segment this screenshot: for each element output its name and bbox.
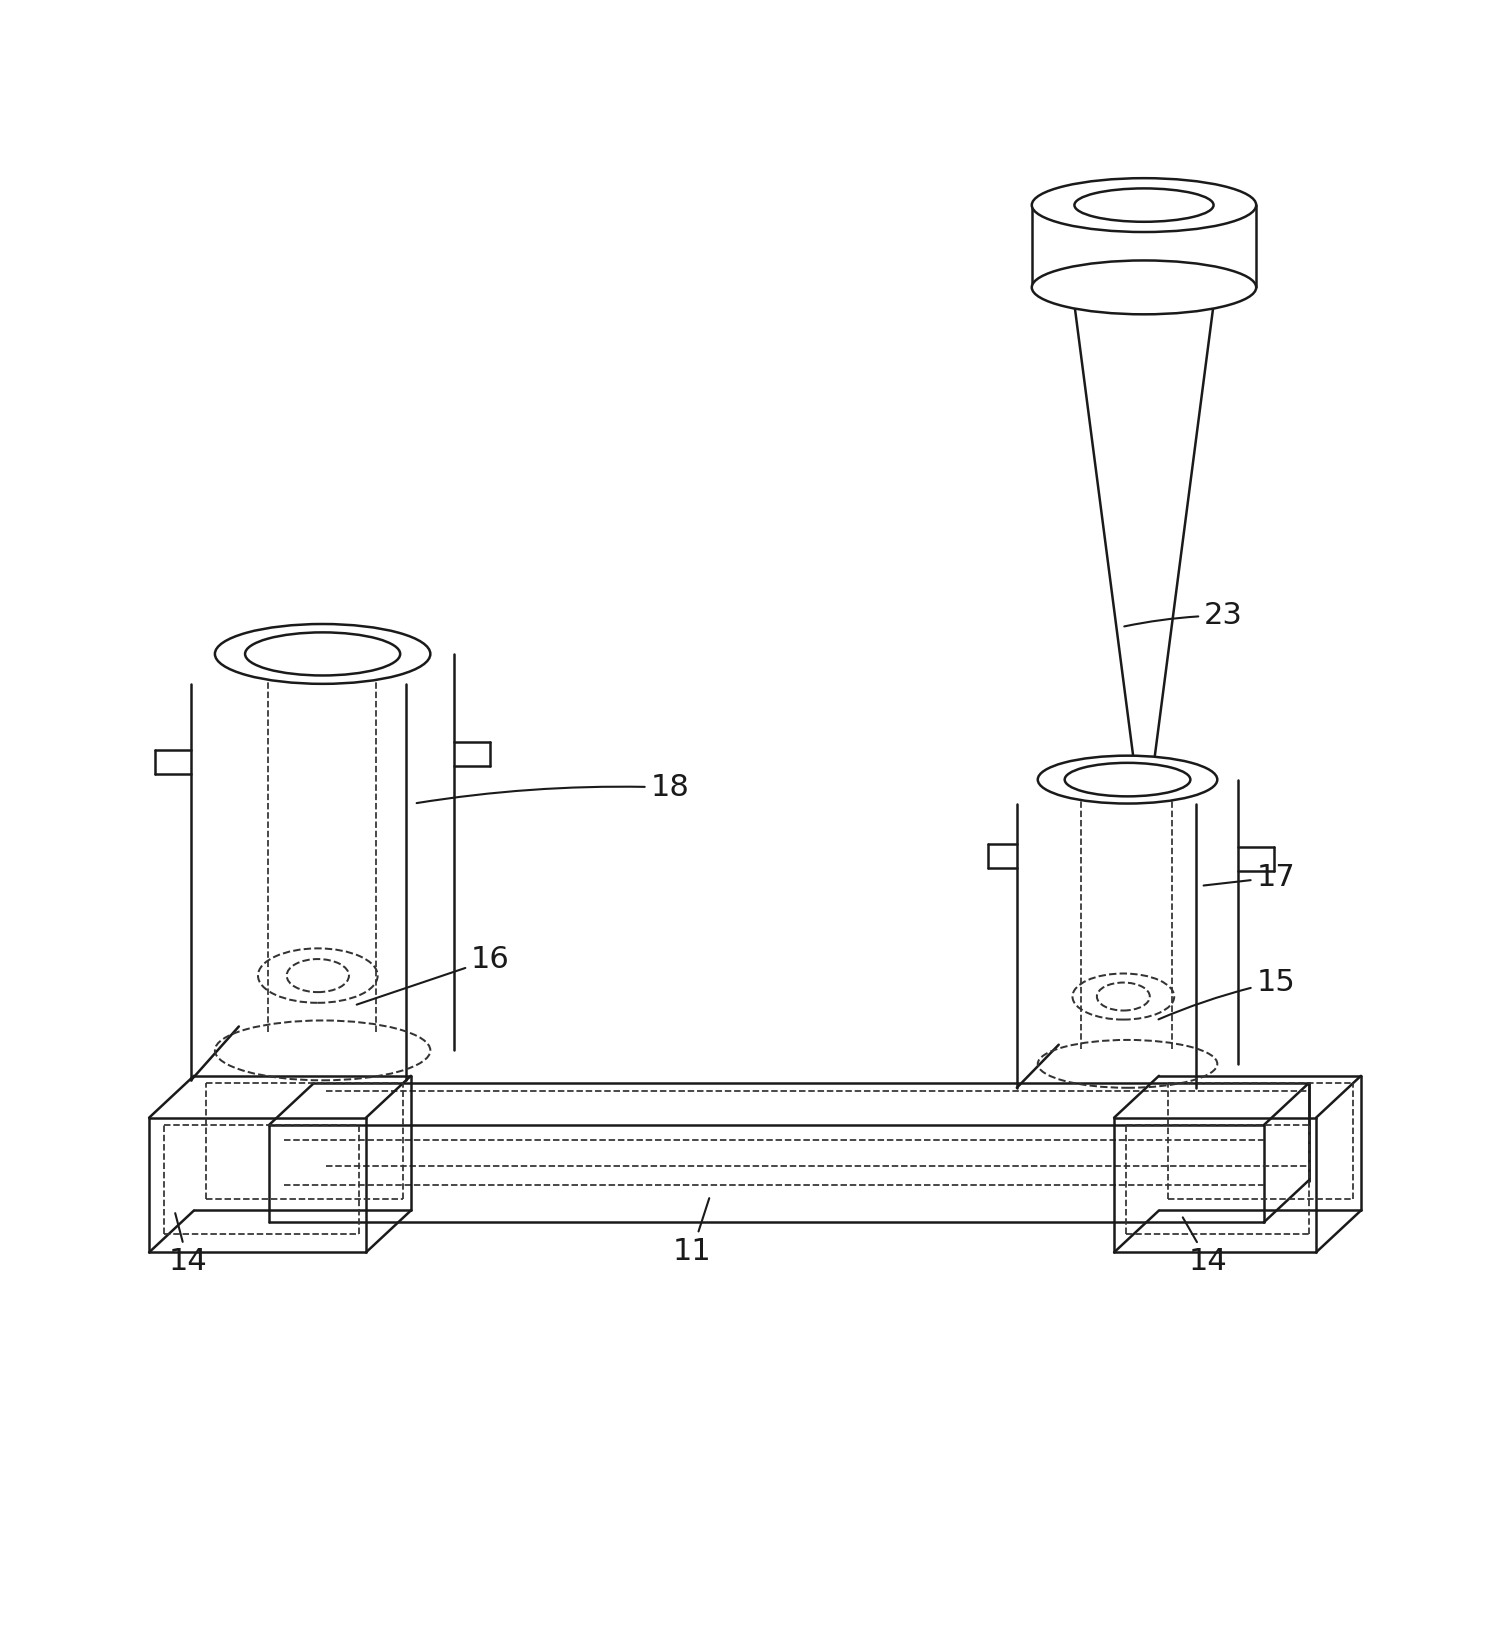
Text: 18: 18: [417, 773, 689, 804]
Ellipse shape: [214, 624, 430, 684]
Text: 14: 14: [169, 1213, 207, 1277]
Text: 16: 16: [356, 945, 509, 1005]
Text: 17: 17: [1203, 863, 1296, 892]
Text: 14: 14: [1182, 1218, 1228, 1277]
Ellipse shape: [1031, 178, 1256, 232]
Ellipse shape: [1037, 756, 1217, 804]
Text: 15: 15: [1158, 967, 1296, 1020]
Text: 11: 11: [673, 1198, 711, 1265]
Ellipse shape: [1031, 260, 1256, 314]
Text: 23: 23: [1125, 601, 1243, 630]
